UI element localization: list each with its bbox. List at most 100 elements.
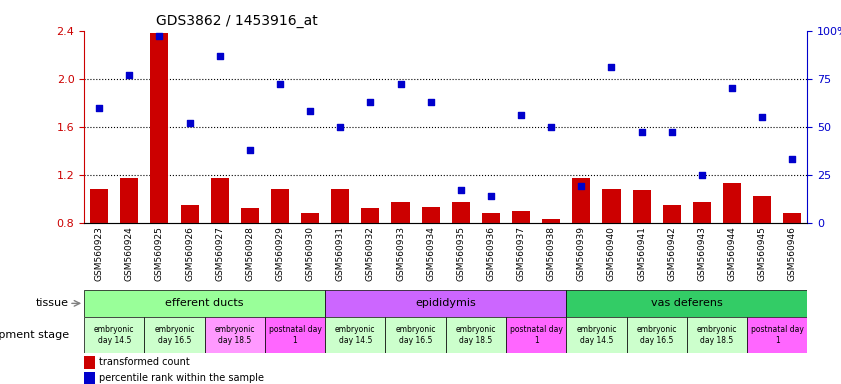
Point <box>213 53 226 59</box>
Point <box>93 104 106 111</box>
Point <box>635 129 648 136</box>
Text: GSM560923: GSM560923 <box>95 226 103 281</box>
Bar <box>421 207 440 319</box>
Text: efferent ducts: efferent ducts <box>166 298 244 308</box>
Bar <box>783 213 801 319</box>
Text: GSM560938: GSM560938 <box>547 226 556 281</box>
FancyBboxPatch shape <box>446 317 506 353</box>
Text: epididymis: epididymis <box>415 298 476 308</box>
FancyBboxPatch shape <box>204 317 265 353</box>
Point <box>755 114 769 120</box>
Text: GSM560940: GSM560940 <box>607 226 616 281</box>
Point <box>696 172 709 178</box>
FancyBboxPatch shape <box>265 317 325 353</box>
Bar <box>452 202 470 319</box>
Text: transformed count: transformed count <box>98 358 189 367</box>
Point <box>334 124 347 130</box>
Text: GSM560929: GSM560929 <box>276 226 284 281</box>
Bar <box>84 372 95 384</box>
Text: GSM560946: GSM560946 <box>788 226 796 281</box>
Text: embryonic
day 18.5: embryonic day 18.5 <box>456 325 496 345</box>
Point <box>304 108 317 114</box>
Text: GSM560944: GSM560944 <box>727 226 737 281</box>
Bar <box>181 205 198 319</box>
Text: GSM560936: GSM560936 <box>486 226 495 281</box>
FancyBboxPatch shape <box>687 317 747 353</box>
Text: postnatal day
1: postnatal day 1 <box>510 325 563 345</box>
Text: GSM560926: GSM560926 <box>185 226 194 281</box>
Text: GSM560935: GSM560935 <box>457 226 465 281</box>
Text: embryonic
day 16.5: embryonic day 16.5 <box>637 325 677 345</box>
Bar <box>572 178 590 319</box>
FancyBboxPatch shape <box>566 290 807 317</box>
FancyBboxPatch shape <box>145 317 204 353</box>
FancyBboxPatch shape <box>325 290 566 317</box>
Text: embryonic
day 14.5: embryonic day 14.5 <box>335 325 376 345</box>
Text: GSM560928: GSM560928 <box>246 226 254 281</box>
Text: GSM560934: GSM560934 <box>426 226 435 281</box>
Text: percentile rank within the sample: percentile rank within the sample <box>98 373 263 383</box>
Bar <box>542 219 560 319</box>
Bar <box>512 211 530 319</box>
Point <box>574 183 588 189</box>
Text: embryonic
day 16.5: embryonic day 16.5 <box>154 325 195 345</box>
Point <box>424 99 437 105</box>
FancyBboxPatch shape <box>84 317 145 353</box>
Point <box>363 99 377 105</box>
Text: vas deferens: vas deferens <box>651 298 722 308</box>
Point <box>725 85 738 91</box>
FancyBboxPatch shape <box>566 317 627 353</box>
Point <box>454 187 468 193</box>
Text: GSM560941: GSM560941 <box>637 226 646 281</box>
Text: embryonic
day 16.5: embryonic day 16.5 <box>395 325 436 345</box>
Text: GSM560939: GSM560939 <box>577 226 586 281</box>
Bar <box>482 213 500 319</box>
FancyBboxPatch shape <box>385 317 446 353</box>
FancyBboxPatch shape <box>747 317 807 353</box>
FancyBboxPatch shape <box>84 290 325 317</box>
Bar <box>151 33 168 319</box>
Point <box>273 81 287 88</box>
Bar <box>241 208 259 319</box>
Point <box>182 120 196 126</box>
Bar <box>331 189 349 319</box>
Text: GSM560930: GSM560930 <box>305 226 315 281</box>
Bar <box>120 178 138 319</box>
Text: embryonic
day 14.5: embryonic day 14.5 <box>94 325 135 345</box>
Text: embryonic
day 14.5: embryonic day 14.5 <box>576 325 616 345</box>
Bar <box>362 208 379 319</box>
Bar <box>84 356 95 369</box>
Bar <box>632 190 651 319</box>
Text: development stage: development stage <box>0 330 69 340</box>
Text: GSM560933: GSM560933 <box>396 226 405 281</box>
Point <box>665 129 679 136</box>
Point <box>484 193 498 199</box>
Text: embryonic
day 18.5: embryonic day 18.5 <box>214 325 255 345</box>
Text: GSM560924: GSM560924 <box>124 226 134 281</box>
Text: GDS3862 / 1453916_at: GDS3862 / 1453916_at <box>156 14 318 28</box>
Text: GSM560942: GSM560942 <box>667 226 676 281</box>
Bar <box>723 183 741 319</box>
Text: GSM560927: GSM560927 <box>215 226 225 281</box>
Point <box>605 64 618 70</box>
Bar <box>210 178 229 319</box>
Text: GSM560932: GSM560932 <box>366 226 375 281</box>
Bar <box>391 202 410 319</box>
Point <box>394 81 407 88</box>
FancyBboxPatch shape <box>325 317 385 353</box>
Bar <box>663 205 680 319</box>
Point <box>544 124 558 130</box>
Text: GSM560945: GSM560945 <box>758 226 767 281</box>
Bar <box>90 189 108 319</box>
Text: GSM560931: GSM560931 <box>336 226 345 281</box>
Bar <box>602 189 621 319</box>
Point <box>785 156 799 162</box>
FancyBboxPatch shape <box>627 317 687 353</box>
Point <box>243 147 257 153</box>
Point <box>153 33 167 40</box>
Bar <box>271 189 289 319</box>
Text: postnatal day
1: postnatal day 1 <box>268 325 321 345</box>
Text: GSM560943: GSM560943 <box>697 226 706 281</box>
Point <box>515 112 528 118</box>
Text: GSM560937: GSM560937 <box>516 226 526 281</box>
